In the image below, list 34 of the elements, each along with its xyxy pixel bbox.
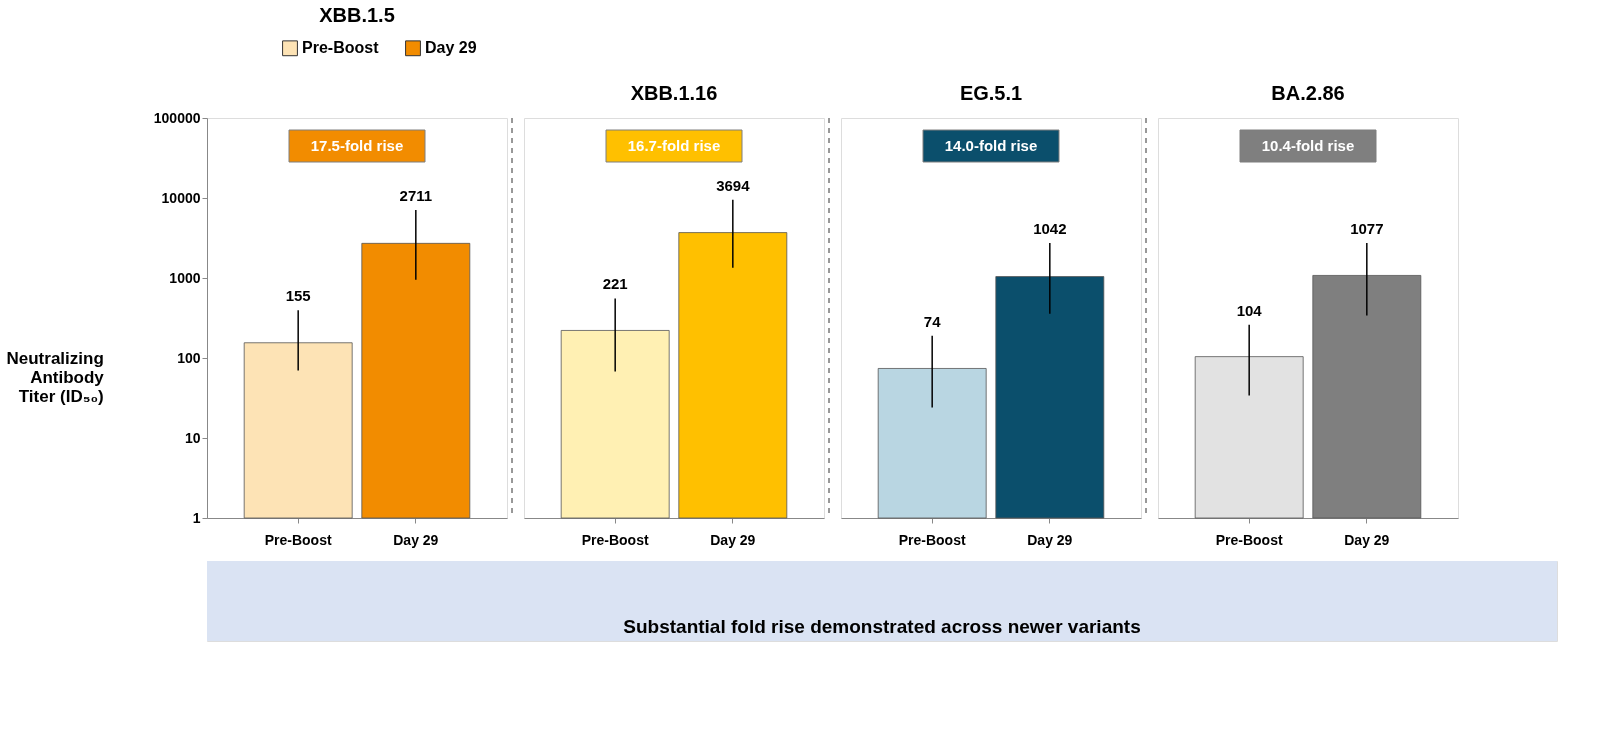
x-tick-label: Pre-Boost: [1215, 531, 1283, 548]
x-tick-label: Pre-Boost: [898, 531, 966, 548]
x-tick-label: Day 29: [1027, 531, 1073, 548]
data-label: 3694: [716, 176, 751, 194]
data-label: 221: [602, 275, 628, 293]
chart-title: EG.5.1: [959, 81, 1023, 104]
y-tick-label: 1: [192, 509, 201, 526]
y-tick-label: 100: [177, 349, 201, 366]
chart-title: BA.2.86: [1271, 82, 1345, 104]
data-label: 1042: [1033, 220, 1067, 238]
annotation: 16.7-fold rise: [627, 137, 721, 154]
chart-title: XBB.1.16: [630, 81, 718, 104]
x-tick-label: Day 29: [393, 531, 439, 548]
y-tick-label: 100000: [153, 109, 201, 126]
annotation: 14.0-fold rise: [944, 137, 1038, 154]
annotation: 17.5-fold rise: [310, 137, 404, 154]
y-tick-label: 10: [184, 429, 201, 446]
y-tick-label: 1000: [169, 269, 201, 286]
legend-label: Day 29: [425, 39, 477, 57]
x-tick-label: Pre-Boost: [581, 531, 649, 548]
legend-label: Pre-Boost: [302, 39, 380, 57]
chart-title: XBB.1.5: [319, 4, 395, 26]
data-label: 104: [1236, 301, 1263, 319]
data-label: 74: [923, 312, 942, 330]
data-label: 155: [285, 287, 311, 305]
x-tick-label: Day 29: [710, 531, 756, 548]
x-tick-label: Pre-Boost: [264, 531, 332, 548]
x-tick-label: Day 29: [1344, 531, 1390, 548]
annotation: 10.4-fold rise: [1261, 137, 1355, 154]
data-label: 2711: [399, 186, 433, 204]
y-axis-title: Neutralizing Antibody Titer (ID₅₀): [6, 348, 105, 406]
y-tick-label: 10000: [161, 189, 201, 206]
text: Substantial fold rise demonstrated across newer variants: [623, 616, 1141, 637]
data-label: 1077: [1350, 220, 1384, 238]
